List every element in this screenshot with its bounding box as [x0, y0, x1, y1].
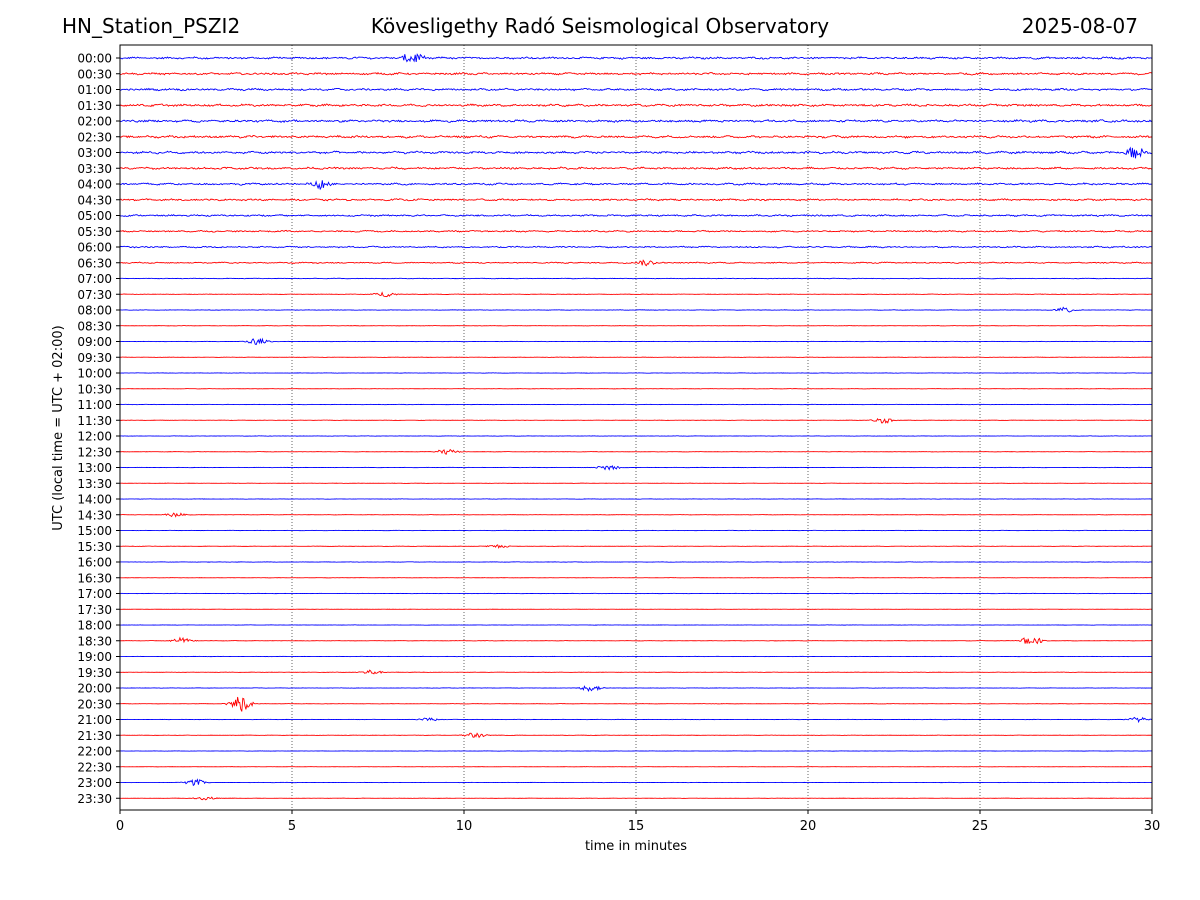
y-tick-label: 12:00 [77, 430, 112, 444]
trace-1230 [119, 448, 1153, 456]
y-tick-label: 03:00 [77, 146, 112, 160]
y-tick-label: 20:00 [77, 682, 112, 696]
y-tick-label: 18:00 [77, 619, 112, 633]
trace-0530 [119, 229, 1153, 233]
trace-1930 [119, 669, 1153, 675]
y-tick-label: 07:00 [77, 272, 112, 286]
x-tick-label: 10 [456, 819, 473, 834]
y-tick-label: 09:30 [77, 351, 112, 365]
y-tick-label: 06:30 [77, 256, 112, 270]
y-tick-label: 22:30 [77, 760, 112, 774]
y-tick-label: 08:00 [77, 304, 112, 318]
y-tick-label: 02:00 [77, 115, 112, 129]
x-tick-label: 15 [628, 819, 645, 834]
y-tick-label: 17:30 [77, 603, 112, 617]
trace-0630 [119, 259, 1153, 267]
y-tick-label: 00:00 [77, 52, 112, 66]
y-tick-label: 20:30 [77, 697, 112, 711]
y-tick-label: 09:00 [77, 335, 112, 349]
date-title: 2025-08-07 [1021, 14, 1138, 38]
y-tick-label: 14:30 [77, 508, 112, 522]
y-tick-label: 23:30 [77, 792, 112, 806]
trace-1300 [119, 465, 1153, 471]
trace-0730 [119, 291, 1153, 298]
y-tick-label: 21:30 [77, 729, 112, 743]
grid-lines [291, 45, 981, 810]
y-tick-label: 15:30 [77, 540, 112, 554]
trace-1430 [119, 512, 1153, 518]
x-tick-label: 30 [1144, 819, 1161, 834]
trace-1830 [119, 636, 1153, 645]
y-tick-label: 05:00 [77, 209, 112, 223]
y-tick-label: 00:30 [77, 67, 112, 81]
y-tick-label: 08:30 [77, 319, 112, 333]
y-tick-label: 13:30 [77, 477, 112, 491]
trace-0100 [119, 87, 1153, 92]
trace-0800 [119, 306, 1153, 313]
observatory-title: Kövesligethy Radó Seismological Observat… [370, 14, 830, 38]
trace-2300 [119, 778, 1153, 787]
y-tick-label: 10:30 [77, 382, 112, 396]
y-tick-label: 04:30 [77, 193, 112, 207]
trace-0130 [119, 103, 1153, 108]
y-tick-label: 11:30 [77, 414, 112, 428]
seismic-traces [119, 53, 1153, 801]
y-tick-label: 04:00 [77, 178, 112, 192]
y-tick-label: 22:00 [77, 745, 112, 759]
y-tick-label: 14:00 [77, 493, 112, 507]
trace-0500 [119, 214, 1153, 218]
x-tick-label: 20 [800, 819, 817, 834]
y-tick-label: 01:00 [77, 83, 112, 97]
x-tick-labels: 0 5 10 15 20 25 30 [116, 810, 1160, 834]
y-tick-label: 16:00 [77, 556, 112, 570]
y-tick-label: 15:00 [77, 524, 112, 538]
y-tick-label: 12:30 [77, 445, 112, 459]
x-axis-label: time in minutes [585, 839, 687, 854]
y-tick-label: 03:30 [77, 162, 112, 176]
trace-1530 [119, 544, 1153, 549]
trace-2030 [119, 696, 1153, 712]
trace-0230 [119, 134, 1153, 139]
trace-0700 [119, 277, 1153, 280]
y-axis-label: UTC (local time = UTC + 02:00) [51, 325, 66, 530]
y-tick-label: 05:30 [77, 225, 112, 239]
trace-0400 [119, 180, 1153, 191]
y-tick-label: 06:00 [77, 241, 112, 255]
y-tick-label: 07:30 [77, 288, 112, 302]
trace-2000 [119, 685, 1153, 692]
trace-0000 [119, 53, 1153, 63]
trace-2330 [119, 796, 1153, 801]
y-tick-label: 23:00 [77, 776, 112, 790]
y-tick-label: 19:30 [77, 666, 112, 680]
y-tick-label: 19:00 [77, 650, 112, 664]
trace-0600 [119, 245, 1153, 249]
y-tick-label: 11:00 [77, 398, 112, 412]
y-tick-label: 13:00 [77, 461, 112, 475]
x-tick-label: 0 [116, 819, 124, 834]
y-tick-label: 17:00 [77, 587, 112, 601]
trace-0330 [119, 166, 1153, 171]
y-tick-label: 02:30 [77, 130, 112, 144]
station-title: HN_Station_PSZI2 [62, 14, 241, 38]
x-tick-label: 25 [972, 819, 989, 834]
trace-2130 [119, 732, 1153, 739]
trace-1130 [119, 418, 1153, 424]
trace-2100 [119, 716, 1153, 724]
y-tick-label: 10:00 [77, 367, 112, 381]
trace-0030 [119, 71, 1153, 76]
trace-0430 [119, 198, 1153, 202]
trace-0300 [119, 146, 1153, 159]
y-tick-label: 01:30 [77, 99, 112, 113]
trace-0200 [119, 119, 1153, 124]
x-tick-label: 5 [288, 819, 296, 834]
trace-0900 [119, 337, 1153, 346]
y-tick-label: 18:30 [77, 634, 112, 648]
y-tick-label: 16:30 [77, 571, 112, 585]
y-tick-label: 21:00 [77, 713, 112, 727]
